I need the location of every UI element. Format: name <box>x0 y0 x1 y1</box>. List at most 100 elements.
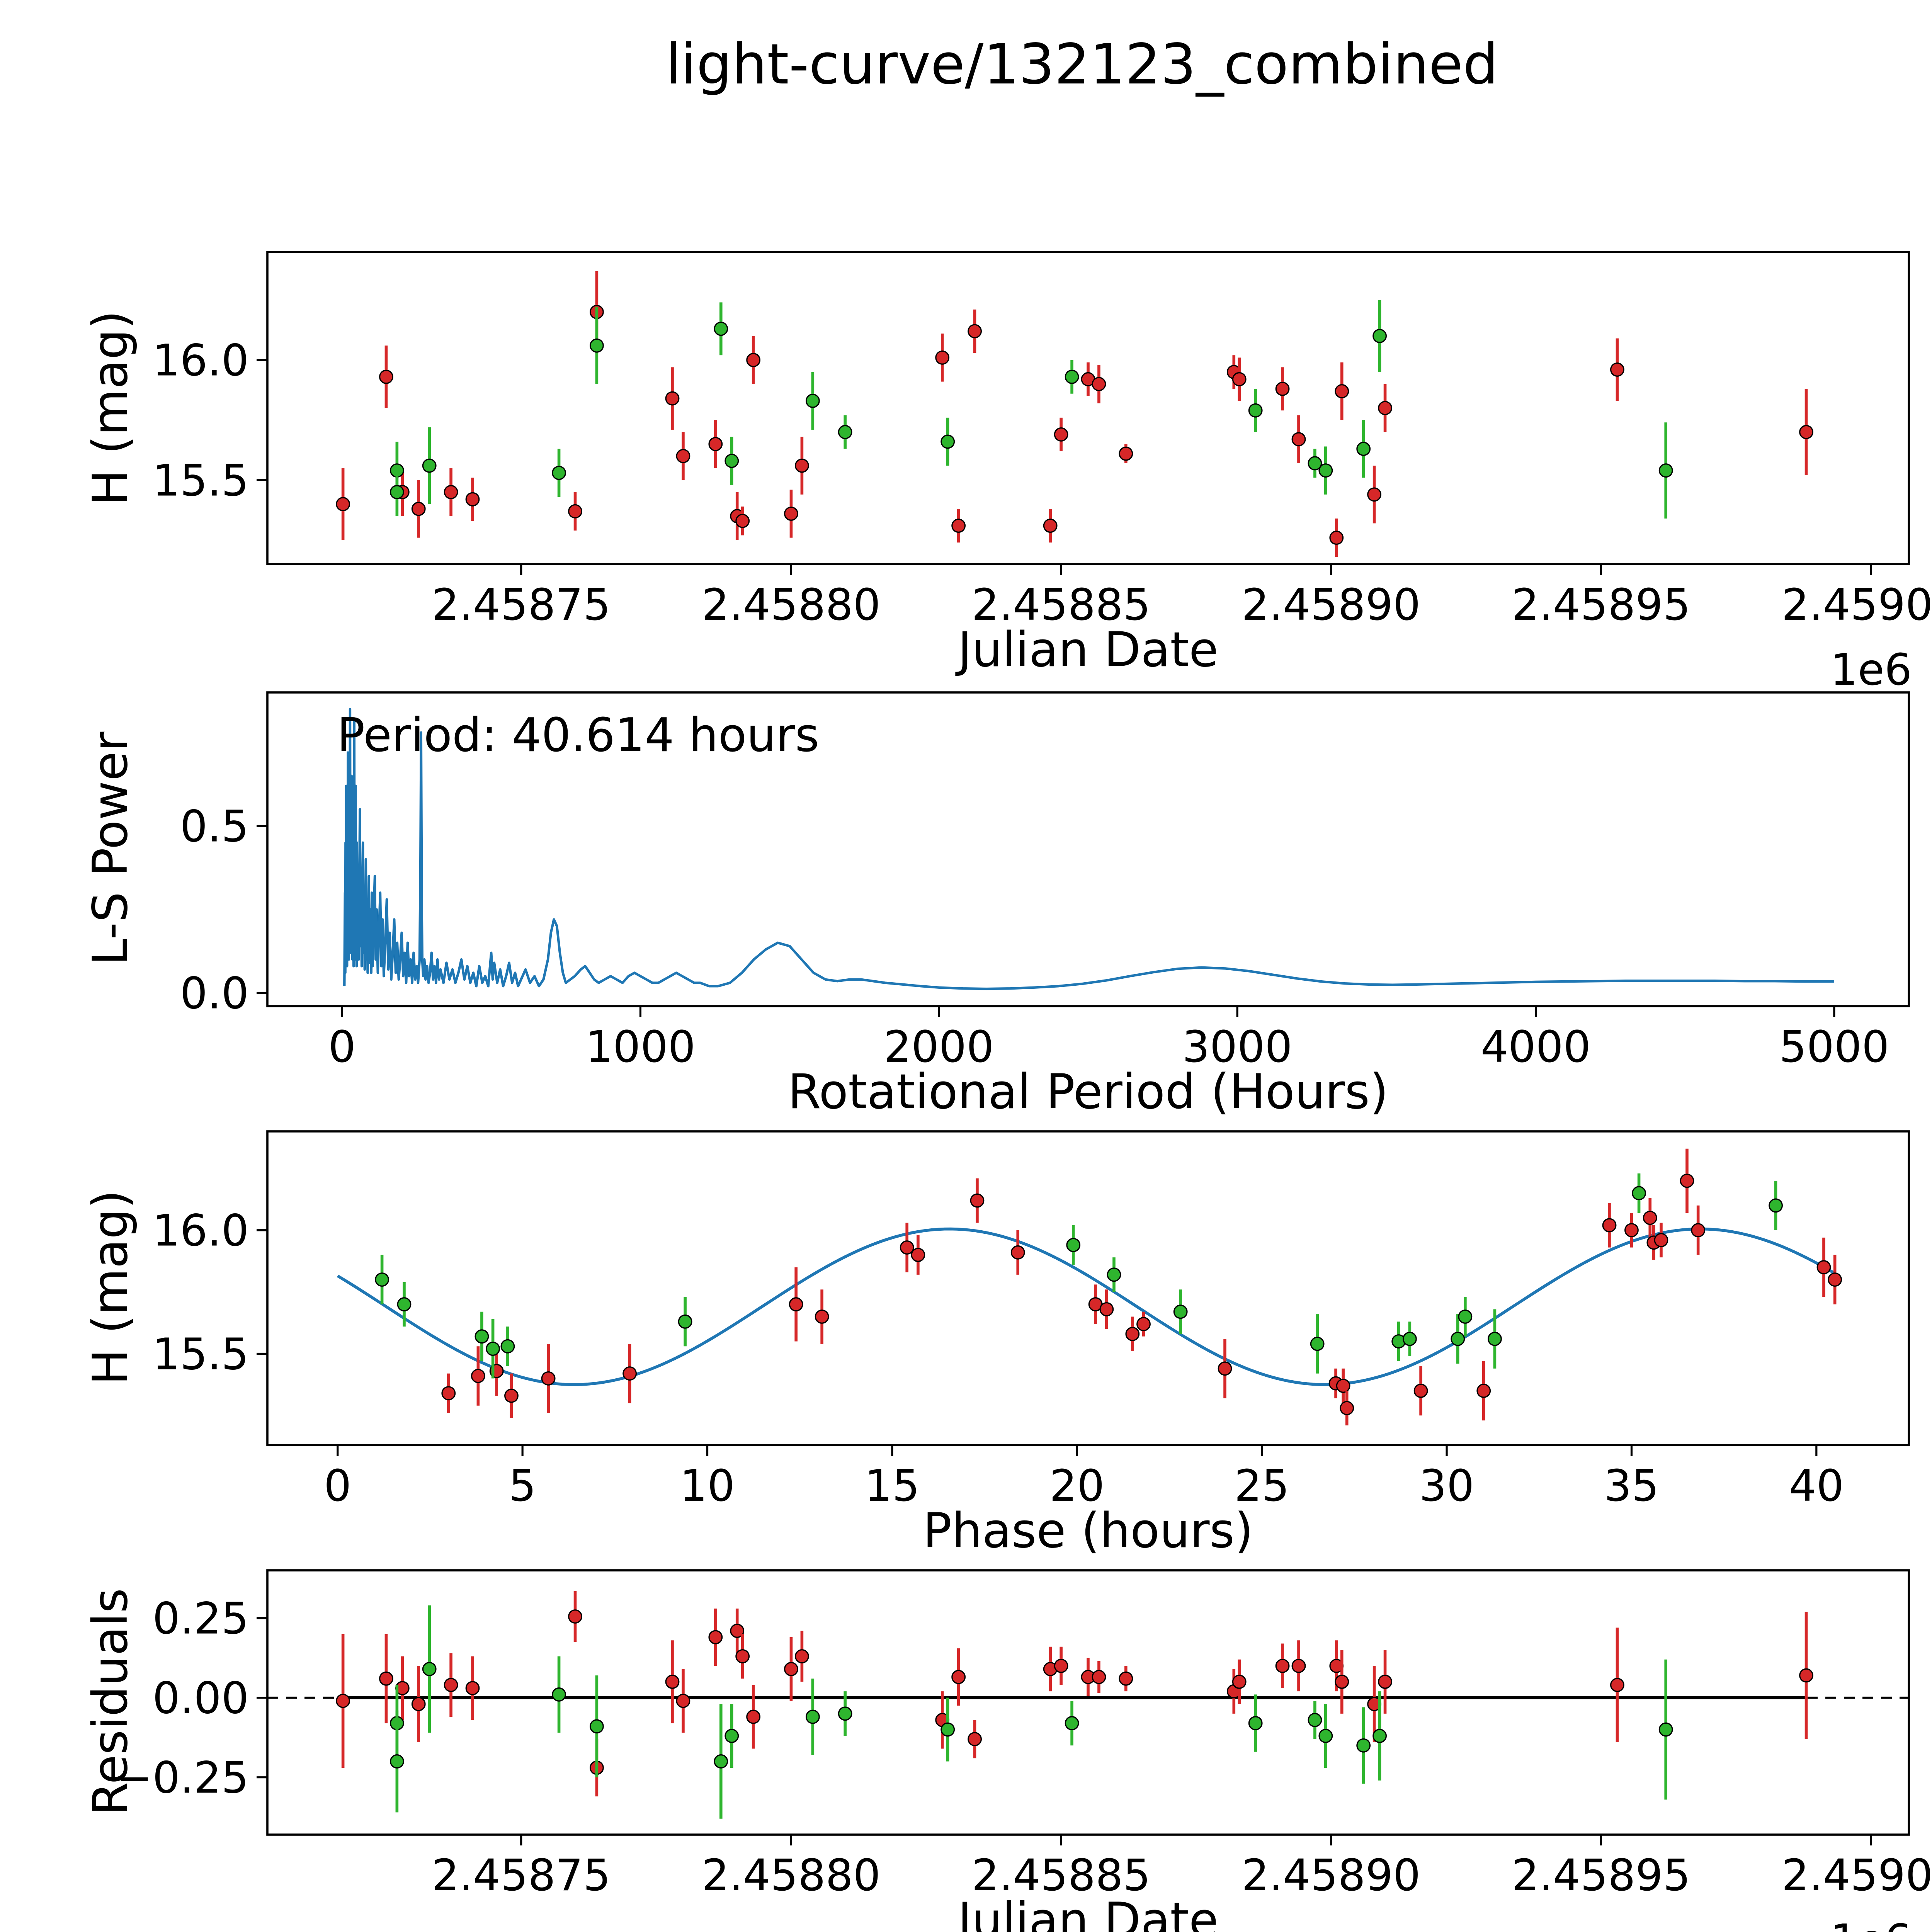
data-point <box>1378 1675 1392 1689</box>
data-point <box>1372 329 1387 343</box>
data-point <box>838 1706 852 1721</box>
x-tick-label: 2.45890 <box>1242 1850 1420 1901</box>
data-point <box>1799 1668 1813 1683</box>
data-point <box>474 1329 489 1344</box>
panel2-ylabel: H (mag) <box>83 1190 138 1385</box>
data-point <box>724 454 739 468</box>
y-tick-label: 0.00 <box>153 1673 249 1724</box>
data-point <box>678 1314 692 1329</box>
data-point <box>441 1386 456 1401</box>
data-point <box>1065 369 1079 384</box>
data-point <box>724 1729 739 1743</box>
data-point <box>1275 1658 1290 1673</box>
data-point <box>486 1342 500 1356</box>
y-tick-label: −0.25 <box>116 1753 249 1803</box>
dataset-red <box>441 1148 1842 1425</box>
x-tick-label: 30 <box>1419 1461 1475 1511</box>
panel1-ylabel: L-S Power <box>83 732 138 966</box>
data-point <box>1356 1738 1371 1753</box>
y-tick-label: 16.0 <box>153 336 249 386</box>
figure-title: light-curve/132123_combined <box>665 32 1498 97</box>
y-tick-label: 16.0 <box>153 1206 249 1256</box>
data-point <box>1367 487 1382 502</box>
data-point <box>1065 1716 1079 1730</box>
panel3-offset-label: 1e6 <box>1830 1915 1912 1932</box>
y-tick-label: 0.5 <box>180 802 249 852</box>
x-tick-label: 2.45900 <box>1782 580 1932 630</box>
data-point <box>940 434 955 449</box>
data-point <box>1248 403 1263 418</box>
axes-border <box>266 1130 1910 1446</box>
x-tick-label: 2.45875 <box>432 1850 611 1901</box>
data-point <box>1643 1211 1657 1225</box>
x-tick-label: 20 <box>1049 1461 1105 1511</box>
x-tick-label: 4000 <box>1481 1022 1591 1072</box>
data-point <box>622 1366 637 1381</box>
data-point <box>815 1310 829 1324</box>
data-point <box>589 1719 604 1734</box>
y-tick-label: 0.25 <box>153 1594 249 1644</box>
periodogram-curve <box>343 707 1834 990</box>
data-point <box>1610 362 1624 377</box>
data-point <box>1291 432 1306 447</box>
data-point <box>1816 1260 1831 1275</box>
data-point <box>1828 1272 1842 1287</box>
data-point <box>1218 1361 1232 1376</box>
data-point <box>397 1297 412 1311</box>
data-point <box>1054 427 1068 442</box>
panel-residuals: 2.45875 2.45880 2.45885 2.45890 2.45895 2.459… <box>116 1569 1932 1901</box>
data-point <box>422 1662 437 1676</box>
data-point <box>1488 1332 1502 1346</box>
data-point <box>1248 1716 1263 1730</box>
data-point <box>1099 1302 1114 1316</box>
data-point <box>911 1248 925 1262</box>
data-point <box>589 338 604 353</box>
data-point <box>1119 446 1133 461</box>
data-point <box>1658 1722 1673 1737</box>
data-point <box>746 353 761 367</box>
data-point <box>730 1624 745 1638</box>
x-tick-label: 0 <box>324 1461 351 1511</box>
panel-phased-lightcurve: 0 5 10 15 20 25 30 35 40 15.5 16.0 <box>153 1130 1910 1511</box>
x-tick-label: 15 <box>865 1461 920 1511</box>
data-point <box>1691 1223 1706 1238</box>
data-point <box>1010 1245 1025 1260</box>
data-point <box>389 1754 404 1769</box>
data-point <box>968 1732 982 1747</box>
data-point <box>665 1675 680 1689</box>
data-point <box>411 502 426 516</box>
data-point <box>1610 1678 1624 1692</box>
data-point <box>784 1662 798 1676</box>
data-point <box>951 1670 966 1684</box>
data-point <box>1232 372 1247 386</box>
data-point <box>1602 1218 1617 1233</box>
data-point <box>552 466 566 480</box>
data-point <box>444 1678 458 1692</box>
data-point <box>714 1754 728 1769</box>
data-point <box>336 1694 350 1708</box>
data-point <box>784 507 798 521</box>
panel-raw-lightcurve: 2.45875 2.45880 2.45885 2.45890 2.45895 2.459… <box>153 251 1932 630</box>
dataset-red <box>336 271 1813 557</box>
panel1-xlabel: Rotational Period (Hours) <box>788 1064 1389 1120</box>
x-tick-label: 2.45875 <box>432 580 611 630</box>
data-point <box>951 519 966 533</box>
data-point <box>375 1272 389 1287</box>
data-point <box>1119 1671 1133 1686</box>
sinusoid-fit-curve <box>337 1227 1840 1386</box>
x-tick-label: 1000 <box>585 1022 696 1072</box>
data-point <box>1402 1332 1417 1346</box>
data-point <box>838 425 852 439</box>
data-point <box>970 1193 985 1208</box>
x-tick-label: 5000 <box>1779 1022 1889 1072</box>
data-point <box>1066 1238 1081 1252</box>
dataset-green <box>375 1173 1783 1379</box>
data-point <box>1318 1729 1333 1743</box>
x-tick-label: 40 <box>1789 1461 1844 1511</box>
data-point <box>336 497 350 512</box>
data-point <box>1275 381 1290 396</box>
data-point <box>1340 1401 1354 1415</box>
y-tick-label: 15.5 <box>153 456 249 506</box>
